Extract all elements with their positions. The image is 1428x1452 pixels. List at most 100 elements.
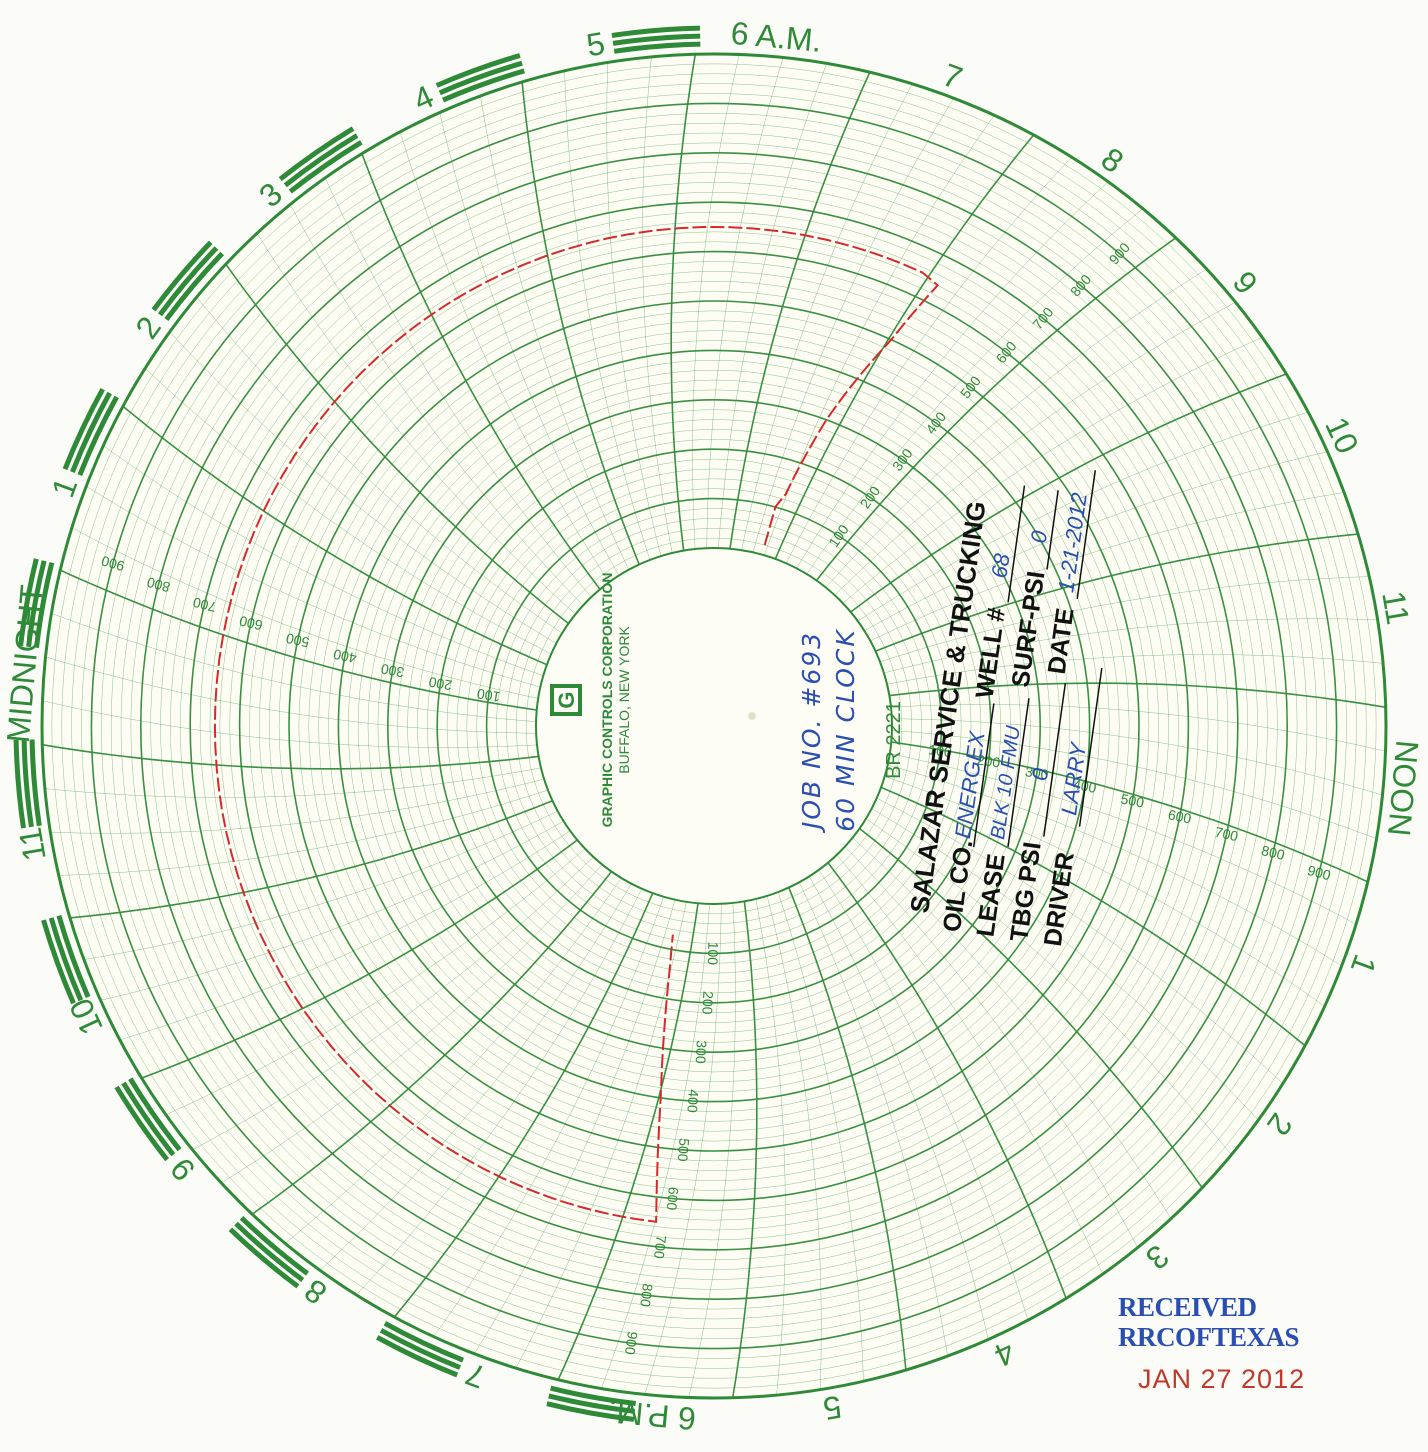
scale-label: 300 <box>693 1040 710 1064</box>
time-arc <box>557 903 699 1381</box>
time-arc <box>251 871 613 1215</box>
scale-ring <box>139 151 1289 1301</box>
hour-label: 5 <box>820 1389 844 1428</box>
form-surf-value: 0 <box>1026 528 1053 544</box>
night-hour-band <box>375 1335 459 1378</box>
hour-label: 11 <box>1375 588 1416 627</box>
scale-ring-minor <box>357 369 1071 1083</box>
night-hour-band <box>29 739 42 827</box>
scale-ring <box>189 201 1239 1251</box>
scale-ring-minor <box>446 458 982 994</box>
night-hour-band <box>157 246 219 317</box>
night-hour-band <box>121 1081 176 1157</box>
scale-ring <box>238 250 1190 1202</box>
handwritten-job: JOB NO. #693 60 MIN CLOCK <box>797 628 860 834</box>
night-hour-band <box>548 1393 636 1414</box>
scale-label: 900 <box>622 1330 641 1356</box>
night-hour-band <box>278 126 355 182</box>
scale-ring-minor <box>516 528 912 924</box>
scale-ring <box>386 398 1042 1054</box>
form-well-value: 68 <box>986 551 1014 579</box>
chart-number: BR 2221 <box>883 701 905 779</box>
scale-label: 300 <box>379 661 405 681</box>
scale-ring-minor <box>318 330 1110 1122</box>
time-arc <box>731 901 758 1398</box>
night-hour-band <box>70 391 112 474</box>
scale-ring-minor <box>269 281 1159 1171</box>
scale-ring-minor <box>61 73 1367 1379</box>
time-arc <box>141 839 578 1079</box>
scale-label: 500 <box>675 1138 693 1163</box>
time-arc <box>521 81 640 565</box>
time-arc <box>827 862 1067 1299</box>
scale-ring-minor <box>249 261 1179 1191</box>
scale-label: 100 <box>705 942 722 966</box>
scale-label: 400 <box>332 646 358 666</box>
scale-label: 400 <box>684 1089 702 1114</box>
night-hour-band <box>239 1215 309 1276</box>
hour-label: 7 <box>461 1356 490 1396</box>
night-hour-band <box>379 1328 462 1370</box>
scale-label: 700 <box>1213 824 1239 845</box>
hour-label: 2 <box>1260 1107 1300 1142</box>
scale-ring <box>485 497 943 955</box>
night-hour-band <box>612 33 701 46</box>
time-arc <box>670 54 697 551</box>
form-tbg-value: 0 <box>1027 766 1054 782</box>
pen-trace-line <box>213 225 940 1223</box>
scale-label: 800 <box>637 1283 656 1308</box>
night-hour-band <box>77 395 119 477</box>
scale-label: 600 <box>1167 806 1193 826</box>
time-arc <box>889 682 1386 709</box>
center-hub <box>535 547 893 905</box>
night-hour-band <box>128 1077 182 1152</box>
scale-ring-minor <box>180 192 1248 1260</box>
night-hour-band <box>18 558 39 647</box>
night-hour-band <box>62 387 105 471</box>
scale-ring-minor <box>476 488 952 964</box>
scale-ring-minor <box>328 340 1100 1112</box>
center-hole <box>748 712 756 720</box>
scale-label: 700 <box>191 594 218 615</box>
received-stamp-date: JAN 27 2012 <box>1138 1364 1306 1394</box>
scale-label: 700 <box>651 1235 670 1260</box>
night-hour-band <box>442 68 525 103</box>
scale-ring-minor <box>427 439 1001 1013</box>
night-hour-band <box>234 1221 305 1283</box>
scale-ring-minor <box>219 231 1209 1221</box>
hour-label: 1 <box>44 473 84 502</box>
scale-ring-minor <box>348 360 1080 1092</box>
time-arc <box>875 533 1359 652</box>
night-hour-band <box>151 240 213 312</box>
scale-ring-minor <box>466 478 962 974</box>
scale-ring-minor <box>506 518 922 934</box>
scale-ring-minor <box>456 468 972 984</box>
scale-ring-minor <box>298 310 1130 1142</box>
time-arc <box>69 800 553 919</box>
scale-ring-minor <box>308 320 1120 1132</box>
night-hour-band <box>288 140 363 194</box>
night-hour-band <box>228 1227 300 1289</box>
hour-label: 6 A.M. <box>729 15 823 59</box>
scale-label: 600 <box>664 1186 682 1211</box>
time-arc <box>859 827 1203 1189</box>
manufacturer-logo: G <box>550 684 582 716</box>
scale-ring-minor <box>199 211 1229 1241</box>
night-hour-band <box>34 562 55 648</box>
hour-label: NOON <box>1381 739 1426 838</box>
scale-ring-minor <box>130 142 1298 1310</box>
night-hour-band <box>21 739 34 828</box>
night-hour-band <box>164 251 225 321</box>
scale-ring-minor <box>525 537 903 915</box>
scale-label: 100 <box>928 741 953 760</box>
time-arc <box>815 237 1177 581</box>
scale-label: 300 <box>1024 763 1050 783</box>
scale-ring <box>337 349 1091 1103</box>
scale-label: 500 <box>284 630 310 651</box>
scale-ring-minor <box>417 429 1011 1023</box>
night-hour-band <box>546 1401 635 1422</box>
scale-label: 800 <box>1260 842 1287 863</box>
hour-label: 11 <box>12 825 53 864</box>
time-arc <box>59 569 537 711</box>
received-stamp-line2: RRCOFTEXAS <box>1118 1322 1300 1352</box>
